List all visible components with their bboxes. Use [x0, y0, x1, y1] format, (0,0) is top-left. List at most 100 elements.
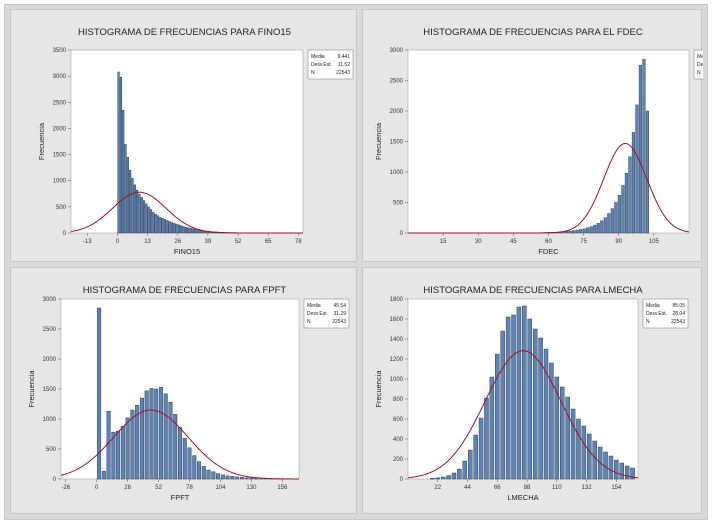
histogram-bar: [196, 229, 199, 234]
histogram-bar: [130, 409, 135, 480]
stats-box-frame: [642, 298, 689, 329]
x-tick-label: 13: [144, 239, 151, 245]
histogram-bar: [198, 230, 201, 234]
stat-value: 22543: [332, 319, 346, 325]
histogram-bar: [139, 397, 144, 480]
histogram-bar: [145, 203, 148, 234]
y-tick-label: 2000: [390, 109, 404, 115]
histogram-bar: [581, 425, 587, 480]
histogram-bar: [177, 224, 180, 234]
histogram-bar: [621, 185, 625, 234]
histogram-bar: [117, 71, 120, 234]
x-tick-label: -26: [61, 485, 70, 491]
histogram-bar: [173, 413, 178, 480]
histogram-panel-fdec: HISTOGRAMA DE FRECUENCIAS PARA EL FDEC 0 5…: [362, 9, 703, 262]
figure-frame: HISTOGRAMA DE FRECUENCIAS PARA FINO15 0 50…: [4, 4, 708, 520]
histogram-bar: [147, 206, 150, 234]
y-tick-label: 2500: [53, 100, 67, 106]
histogram-bar: [156, 215, 160, 234]
histogram-bar: [125, 417, 130, 480]
histogram-bar: [635, 104, 639, 234]
stats-box-frame: [693, 49, 703, 80]
y-tick-label: 1000: [390, 377, 404, 383]
x-axis-label: LMECHA: [507, 493, 538, 502]
x-axis-label: FPFT: [171, 493, 190, 502]
y-tick-label: 3000: [43, 297, 57, 303]
histogram-bar: [430, 477, 435, 480]
histogram-bar: [239, 477, 244, 480]
histogram-bar: [124, 143, 127, 234]
histogram-bar: [614, 459, 619, 480]
histogram-bar: [608, 455, 614, 480]
histogram-bar: [549, 362, 554, 480]
stats-box: Media 85.05 Desv.Est. 28.04 N 22543: [642, 298, 689, 329]
y-axis-label: Frecuencia: [374, 370, 383, 408]
histogram-bar: [543, 348, 549, 480]
y-tick-label: 500: [393, 201, 404, 207]
histogram-bar: [630, 467, 635, 480]
normal-fit-curve: [408, 143, 690, 234]
histogram-bar: [189, 228, 192, 234]
x-tick-label: 0: [95, 485, 99, 491]
histogram-bar: [135, 404, 140, 480]
y-tick-label: 800: [393, 397, 404, 403]
histogram-bar: [187, 447, 192, 480]
histogram-bar: [468, 449, 473, 480]
stat-value: 28.04: [672, 311, 685, 317]
histogram-bar: [579, 229, 583, 234]
x-axis-label: FINO15: [174, 247, 200, 256]
histogram-bar: [154, 213, 157, 234]
stat-label: Desv.Est.: [646, 311, 667, 317]
histogram-bar: [163, 219, 167, 234]
stats-box-frame: [307, 49, 354, 80]
x-tick-label: 78: [295, 239, 302, 245]
histogram-bar: [192, 455, 197, 480]
y-tick-label: 0: [400, 231, 404, 237]
x-tick-label: 15: [440, 239, 447, 245]
x-tick-label: 44: [464, 485, 471, 491]
histogram-bar: [180, 225, 183, 234]
y-tick-label: 1000: [390, 170, 404, 176]
y-axis-label: Frecuencia: [27, 370, 36, 408]
normal-fit-curve: [407, 350, 639, 479]
chart-title: HISTOGRAMA DE FRECUENCIAS PARA FINO15: [78, 27, 291, 38]
histogram-bar: [505, 316, 511, 480]
x-tick-label: 78: [186, 485, 193, 491]
stat-value: 85.05: [672, 303, 685, 309]
histogram-bar: [600, 220, 604, 234]
histogram-bar: [97, 307, 102, 480]
histogram-bar: [235, 476, 240, 480]
histogram-bar: [607, 213, 611, 234]
histogram-bar: [631, 132, 635, 234]
histogram-bar: [220, 474, 225, 480]
histogram-bar: [592, 440, 597, 480]
histogram-bar: [197, 461, 202, 480]
y-tick-label: 1500: [53, 153, 67, 159]
histogram-bar: [624, 465, 630, 480]
histogram-bar: [161, 218, 164, 234]
x-tick-label: 156: [277, 485, 288, 491]
histogram-bar: [617, 194, 621, 234]
histogram-bar: [500, 330, 505, 480]
stat-label: Media: [646, 303, 660, 309]
stat-label: N: [697, 70, 701, 76]
stat-label: Desv.Est.: [697, 62, 703, 68]
stat-label: N: [311, 70, 315, 76]
histogram-bar: [106, 410, 111, 480]
x-tick-label: 66: [494, 485, 501, 491]
histogram-bar: [624, 173, 628, 234]
histogram-chart: HISTOGRAMA DE FRECUENCIAS PARA LMECHA 0 20…: [374, 285, 689, 502]
histogram-bar: [230, 476, 235, 480]
y-tick-label: 500: [56, 205, 67, 211]
stats-box: Media 9.441 Desv.Est. 11.52 N 22543: [307, 49, 354, 80]
y-tick-label: 1400: [390, 337, 404, 343]
histogram-chart: HISTOGRAMA DE FRECUENCIAS PARA FINO15 0 50…: [37, 27, 354, 256]
histogram-bar: [565, 396, 570, 480]
x-tick-label: 130: [246, 485, 257, 491]
x-tick-label: 22: [434, 485, 441, 491]
histogram-bar: [182, 437, 187, 480]
x-tick-label: 154: [611, 485, 622, 491]
histogram-bar: [173, 223, 176, 234]
histogram-bar: [133, 184, 136, 234]
histogram-bar: [457, 468, 462, 480]
